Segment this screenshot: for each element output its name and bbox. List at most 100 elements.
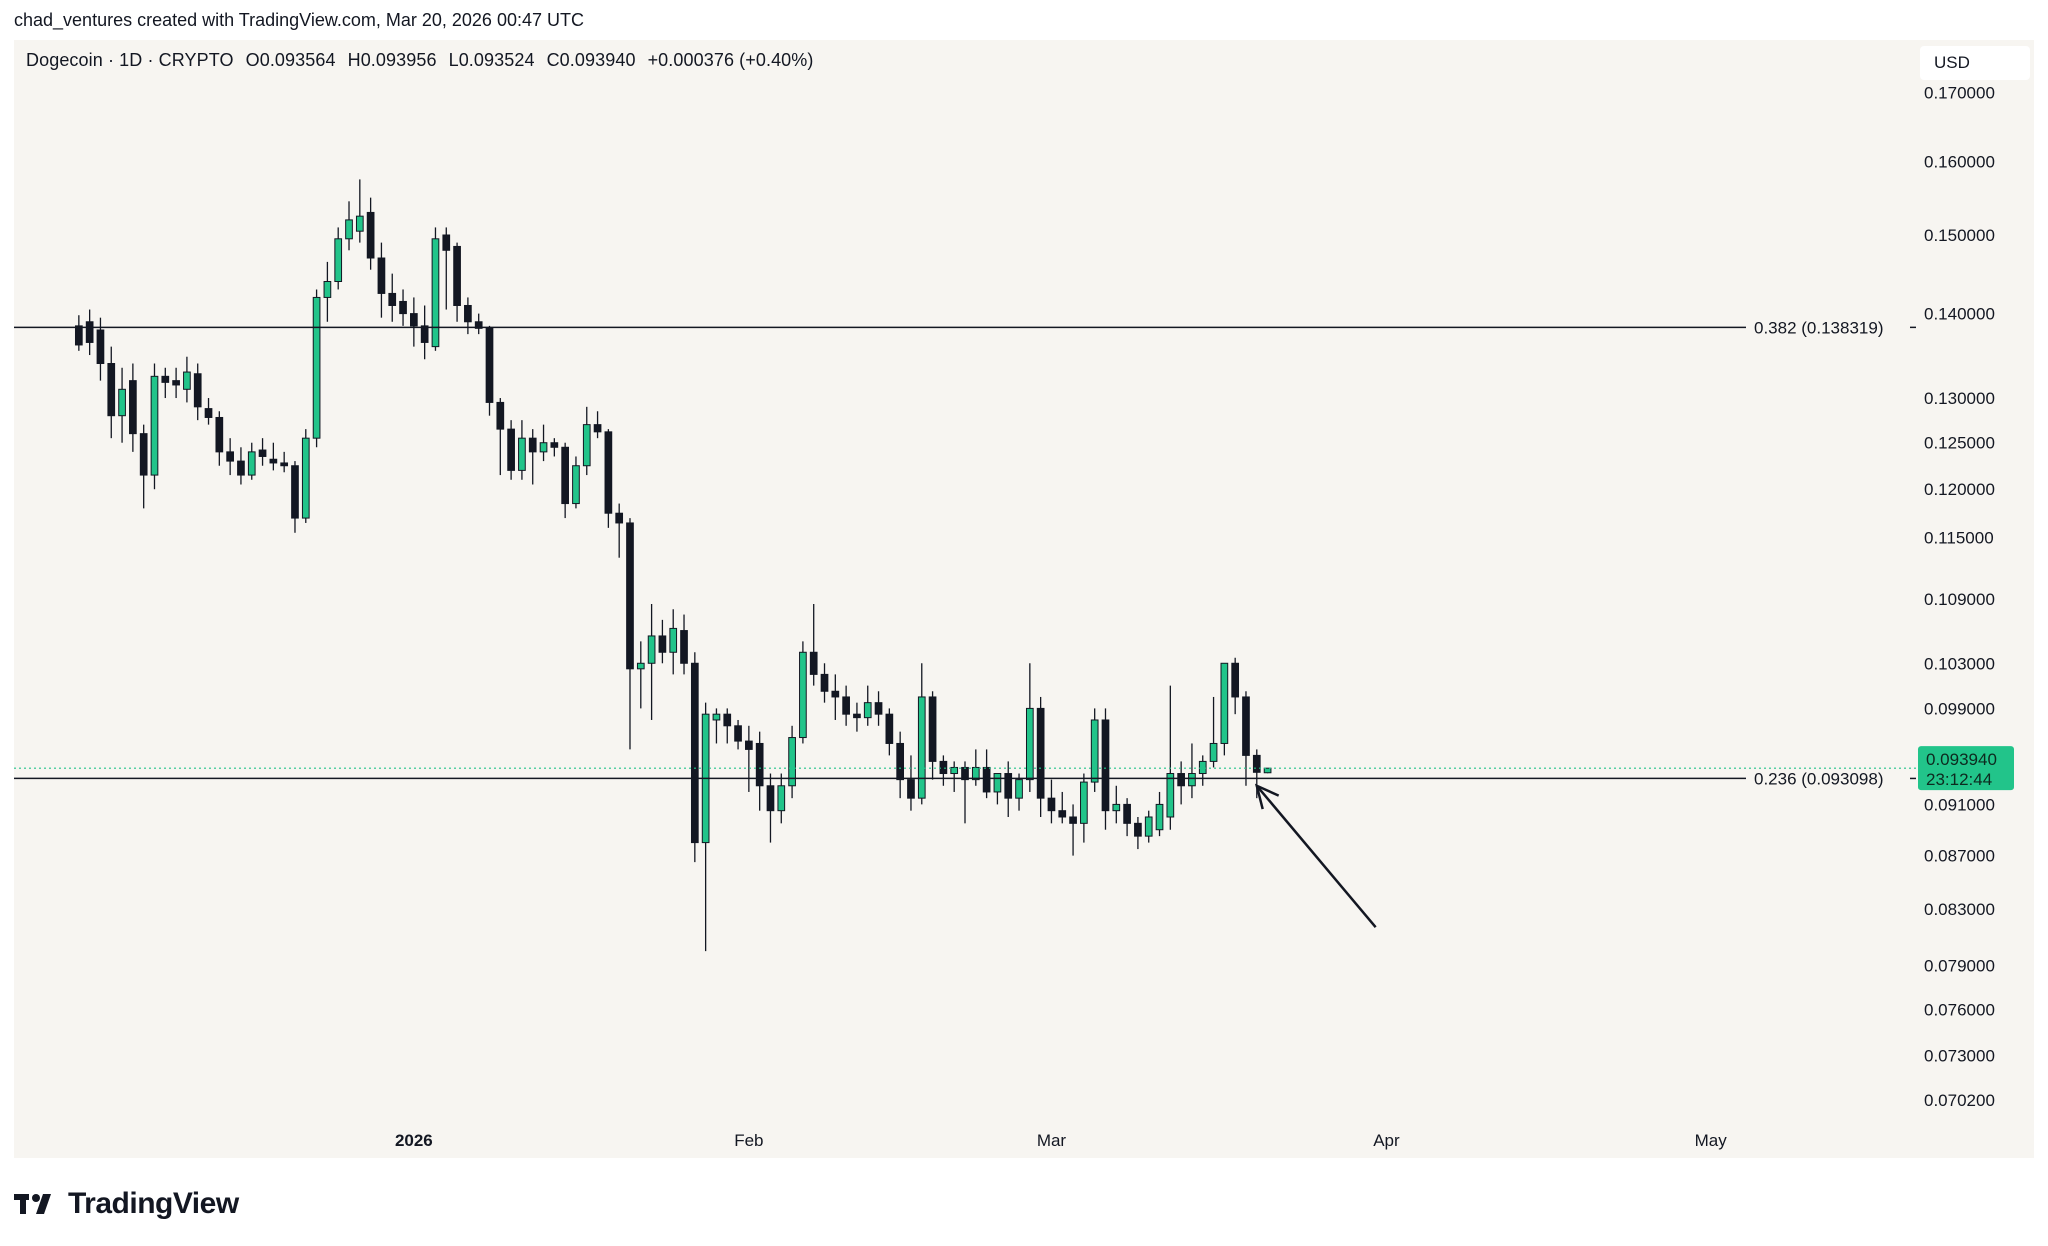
candle-body[interactable] [669,627,678,653]
candle-body[interactable] [334,238,343,283]
tradingview-logo[interactable]: TradingView [14,1186,239,1222]
candle-body[interactable] [183,371,191,390]
candle-body[interactable] [312,296,321,439]
candle-body[interactable] [950,766,959,775]
candle-body[interactable] [874,702,883,715]
candle-body[interactable] [745,740,753,750]
candle-body[interactable] [1155,803,1164,831]
candle-body[interactable] [258,449,267,457]
candle-body[interactable] [561,446,569,505]
chart-panel[interactable]: Dogecoin · 1D · CRYPTO O0.093564 H0.093956… [14,40,2034,1158]
candle-body[interactable] [777,785,786,812]
symbol-label[interactable]: Dogecoin · 1D · CRYPTO [26,50,234,70]
candle-body[interactable] [539,442,548,453]
candle-body[interactable] [1036,707,1045,799]
candle-body[interactable] [961,766,969,781]
candle-body[interactable] [593,424,602,433]
candle-body[interactable] [680,630,688,664]
candle-body[interactable] [626,522,634,670]
candle-body[interactable] [690,662,699,844]
candle-body[interactable] [604,431,613,514]
candle-body[interactable] [85,321,94,343]
candle-body[interactable] [485,327,494,403]
candle-body[interactable] [734,725,742,742]
candle-body[interactable] [528,437,537,453]
currency-button[interactable]: USD [1920,46,2030,80]
candle-body[interactable] [982,766,991,793]
candle-body[interactable] [1144,816,1153,837]
candle-body[interactable] [420,325,429,343]
candle-body[interactable] [280,462,289,467]
candle-body[interactable] [1242,696,1250,756]
candle-body[interactable] [831,690,840,698]
candle-body[interactable] [809,651,818,675]
arrow-annotation[interactable] [1255,784,1377,929]
candle-body[interactable] [1112,803,1121,812]
candle-body[interactable] [129,380,137,435]
candle-body[interactable] [150,375,159,476]
candle-body[interactable] [1177,773,1185,787]
candle-body[interactable] [647,635,656,664]
candle-body[interactable] [1188,773,1196,787]
candle-body[interactable] [1231,662,1240,698]
candle-body[interactable] [788,737,796,787]
candle-body[interactable] [464,304,472,323]
candle-body[interactable] [636,662,645,670]
candle-body[interactable] [237,460,245,476]
candle-body[interactable] [247,451,256,476]
candle-body[interactable] [1047,797,1056,812]
candle-body[interactable] [1263,767,1272,774]
candle-body[interactable] [1123,803,1131,824]
candle-body[interactable] [863,702,872,719]
candle-body[interactable] [896,742,905,781]
candle-body[interactable] [226,451,234,462]
candle-body[interactable] [712,713,721,721]
candle-body[interactable] [323,281,332,298]
candle-body[interactable] [366,211,375,259]
candle-body[interactable] [1220,662,1229,744]
candle-body[interactable] [301,437,310,519]
candle-body[interactable] [1252,754,1261,773]
candle-body[interactable] [388,292,397,306]
candle-body[interactable] [507,428,515,471]
candle-body[interactable] [658,635,667,653]
candle-body[interactable] [853,713,861,719]
candle-body[interactable] [550,442,559,448]
candle-body[interactable] [582,424,591,467]
candle-body[interactable] [1209,742,1218,762]
candle-body[interactable] [1166,773,1175,818]
candle-body[interactable] [1025,707,1034,781]
candle-body[interactable] [799,651,807,739]
candle-body[interactable] [518,437,526,471]
candle-body[interactable] [1198,760,1207,775]
candle-body[interactable] [474,321,483,329]
candle-body[interactable] [928,696,937,762]
candle-body[interactable] [355,215,364,232]
candle-body[interactable] [496,401,505,430]
candle-body[interactable] [939,760,948,775]
candle-body[interactable] [842,696,850,715]
candle-body[interactable] [291,465,299,519]
candle-body[interactable] [1058,810,1067,818]
candle-body[interactable] [410,313,418,327]
candle-body[interactable] [215,416,224,453]
candle-body[interactable] [1069,816,1077,824]
candle-body[interactable] [723,713,732,727]
candle-body[interactable] [1134,822,1142,837]
candle-body[interactable] [453,245,461,306]
candle-body[interactable] [204,408,213,418]
candle-body[interactable] [74,325,83,346]
candle-body[interactable] [572,465,580,505]
candle-body[interactable] [917,696,926,799]
candle-body[interactable] [118,388,126,417]
candle-body[interactable] [172,380,180,386]
candle-body[interactable] [907,779,915,799]
candle-body[interactable] [1080,781,1088,824]
candle-body[interactable] [885,713,894,744]
candlestick-chart[interactable]: 0.382 (0.138319) 0.236 (0.093098) 0.170000… [14,40,2034,1158]
candle-body[interactable] [96,329,105,365]
candle-body[interactable] [399,300,407,315]
candle-body[interactable] [766,785,775,812]
candle-body[interactable] [820,673,829,692]
candle-body[interactable] [161,375,170,383]
